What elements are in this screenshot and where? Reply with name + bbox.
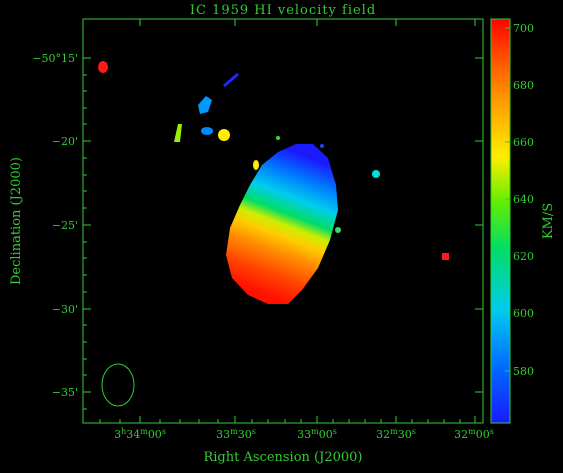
cloud-yellow bbox=[218, 129, 230, 141]
y-tick-label-1: −20' bbox=[52, 135, 78, 148]
colorbar-frame bbox=[490, 18, 511, 424]
y-tick-label-4: −35' bbox=[52, 386, 78, 399]
x-tick-label-4: 32m00s bbox=[454, 427, 494, 441]
x-tick-label-2: 33m00s bbox=[297, 427, 337, 441]
y-axis-label: Declination (J2000) bbox=[9, 157, 24, 285]
colorbar-tick-660: 660 bbox=[513, 136, 534, 149]
beam-ellipse bbox=[101, 363, 135, 407]
cloud-cyan bbox=[198, 96, 212, 114]
cloud-green-small bbox=[335, 227, 341, 233]
colorbar-tick-680: 680 bbox=[513, 79, 534, 92]
x-tick-label-0: 3h34m00s bbox=[114, 427, 166, 441]
cloud-lime bbox=[174, 124, 182, 142]
y-tick-label-3: −30' bbox=[52, 303, 78, 316]
y-ticks bbox=[83, 57, 483, 393]
cloud-teal bbox=[372, 170, 380, 178]
x-ticks bbox=[139, 19, 476, 423]
colorbar-tick-620: 620 bbox=[513, 250, 534, 263]
colorbar-tick-580: 580 bbox=[513, 365, 534, 378]
hi-clouds bbox=[98, 61, 449, 260]
y-tick-label-2: −25' bbox=[52, 219, 78, 232]
cloud-blue bbox=[201, 127, 213, 135]
y-minor-ticks bbox=[83, 74, 87, 410]
cloud-green-dot bbox=[276, 136, 280, 140]
colorbar-tick-640: 640 bbox=[513, 193, 534, 206]
colorbar-ticks bbox=[505, 27, 510, 372]
colorbar-tick-700: 700 bbox=[513, 22, 534, 35]
y-tick-label-0: −50°15' bbox=[32, 52, 78, 65]
x-tick-label-3: 32m30s bbox=[376, 427, 416, 441]
cloud-blue-streak bbox=[223, 72, 239, 88]
cloud-red bbox=[98, 61, 108, 73]
x-tick-label-1: 33m30s bbox=[216, 427, 256, 441]
chart-title: IC 1959 HI velocity field bbox=[189, 3, 377, 18]
cloud-red-square bbox=[442, 253, 449, 260]
cloud-yellow-small bbox=[253, 160, 259, 170]
colorbar-label: KM/S bbox=[541, 203, 556, 239]
galaxy-velocity-field bbox=[226, 144, 338, 304]
plot-frame bbox=[82, 18, 484, 424]
colorbar-tick-600: 600 bbox=[513, 307, 534, 320]
x-axis-label: Right Ascension (J2000) bbox=[203, 450, 362, 465]
x-minor-ticks bbox=[99, 419, 461, 423]
cloud-blue-dot bbox=[320, 144, 324, 148]
colorbar bbox=[491, 19, 510, 423]
